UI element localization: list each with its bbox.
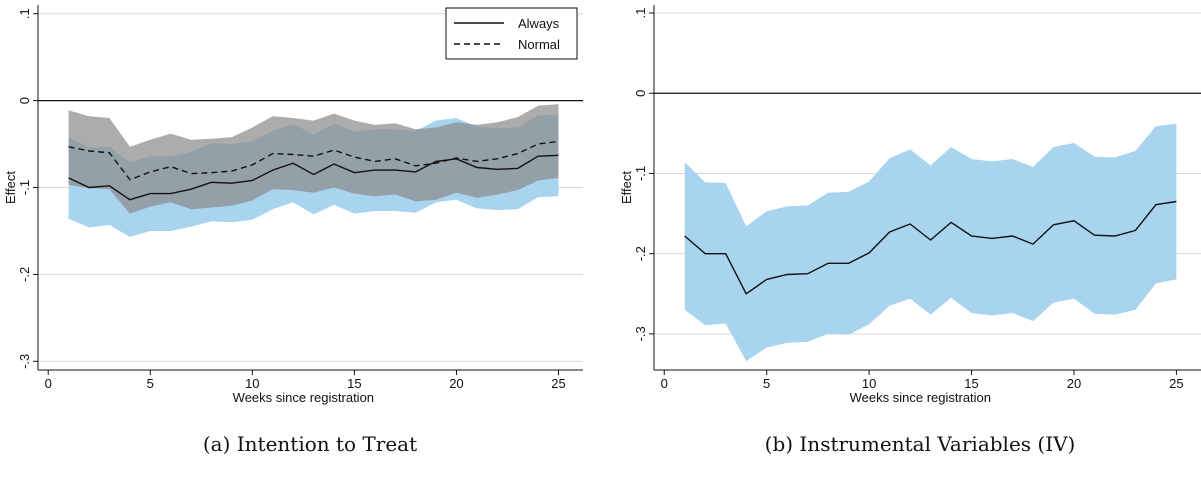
panel-b-series-line-1 — [684, 200, 1177, 295]
panel-a-chart: 0 5 10 15 20 25 Weeks since registration .1 0 -.1… — [3, 5, 583, 405]
panel-a-series-line-1 — [68, 154, 559, 201]
panel-b-y-tick-label: -.2 — [633, 246, 648, 261]
panel-b-x-tick-label: 10 — [862, 376, 876, 391]
panel-a-x-tick-label: 5 — [147, 376, 154, 391]
panel-a-legend-box — [445, 7, 578, 60]
panel-a-x-tick-label: 15 — [347, 376, 361, 391]
panel-b-chart: 0 5 10 15 20 25 Weeks since registration .1 0 -.1… — [619, 5, 1201, 405]
panel-a-legend-label-1: Always — [518, 16, 560, 31]
panel-b-x-tick-label: 15 — [964, 376, 978, 391]
panel-a-y-tick-label: -.2 — [17, 267, 32, 282]
panel-a-series-line-2 — [68, 140, 559, 181]
panel-b-y-tick-label: .1 — [633, 8, 648, 19]
panel-a-caption: (a) Intention to Treat — [202, 432, 418, 456]
panel-b-x-axis-label: Weeks since registration — [850, 390, 991, 405]
panel-b-y-tick-label: -.3 — [633, 326, 648, 341]
panel-a-legend: Always Normal — [445, 7, 578, 60]
panel-b-x-tick-label: 25 — [1169, 376, 1183, 391]
panel-a-y-tick-label: .1 — [17, 8, 32, 19]
panel-a-y-tick-label: -.3 — [17, 354, 32, 369]
panel-b-x-tick-label: 0 — [661, 376, 668, 391]
panel-a-y-tick-label: -.1 — [17, 180, 32, 195]
panel-a-ci-band-2 — [68, 104, 559, 214]
panel-b-caption: (b) Instrumental Variables (IV) — [764, 432, 1076, 456]
panel-b-y-tick-label: -.1 — [633, 166, 648, 181]
panel-a-y-tick-label: 0 — [17, 97, 32, 104]
panel-a-x-axis-label: Weeks since registration — [233, 390, 374, 405]
panel-a-legend-label-2: Normal — [518, 37, 560, 52]
panel-a-x-tick-label: 20 — [449, 376, 463, 391]
panel-b-y-axis-label: Effect — [619, 171, 634, 204]
panel-a-x-tick-label: 25 — [551, 376, 565, 391]
panel-b-y-tick-label: 0 — [633, 90, 648, 97]
panel-a-x-tick-label: 0 — [45, 376, 52, 391]
panel-b-x-tick-label: 20 — [1067, 376, 1081, 391]
panel-a-x-tick-label: 10 — [245, 376, 259, 391]
panel-a-y-axis-label: Effect — [3, 171, 18, 204]
panel-b-x-tick-label: 5 — [763, 376, 770, 391]
panel-b-ci-band-1 — [684, 123, 1177, 362]
